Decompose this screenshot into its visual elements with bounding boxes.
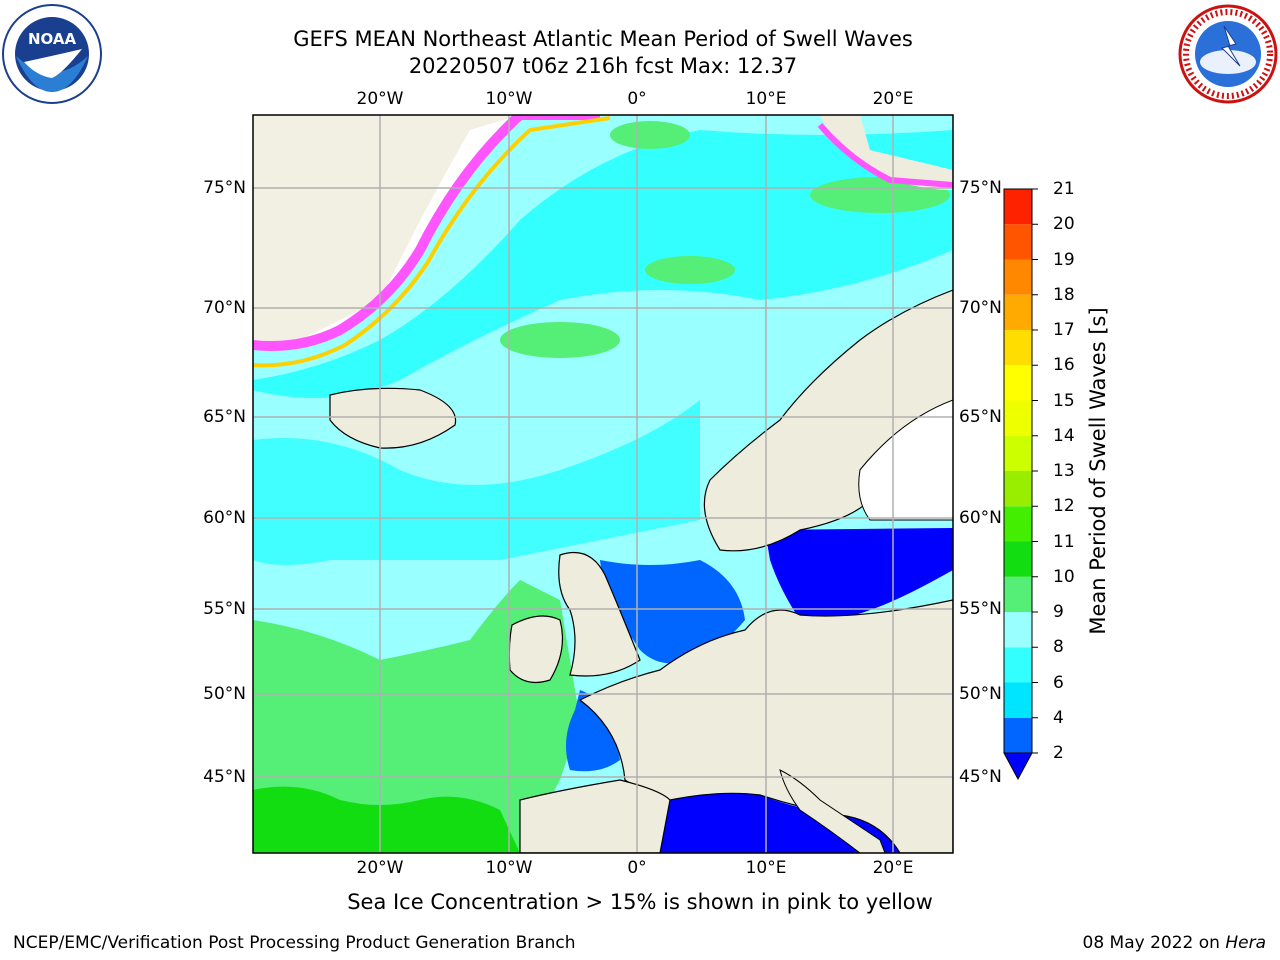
colorbar-tick-label: 9 (1053, 602, 1064, 622)
noaa-logo: NOAA (2, 4, 102, 108)
colorbar-segment (1004, 717, 1032, 753)
colorbar-segment (1004, 506, 1032, 542)
swell-region-blue-baltic (765, 528, 953, 622)
lat-label-right: 70°N (959, 298, 1002, 318)
lat-label-right: 45°N (959, 767, 1002, 787)
lat-label-left: 60°N (203, 508, 246, 528)
colorbar-segment (1004, 189, 1032, 225)
lat-label-left: 45°N (203, 767, 246, 787)
colorbar-tick-label: 16 (1053, 355, 1075, 376)
colorbar-label: Mean Period of Swell Waves [s] (1086, 307, 1110, 635)
lat-label-left: 55°N (203, 599, 246, 619)
colorbar-tick-label: 12 (1053, 496, 1075, 517)
colorbar-segment (1004, 435, 1032, 471)
colorbar-segment (1004, 647, 1032, 683)
land-iceland (329, 387, 457, 449)
colorbar-segment (1004, 224, 1032, 260)
lat-label-left: 70°N (203, 298, 246, 318)
lat-label-right: 60°N (959, 508, 1002, 528)
lon-label-bottom: 0° (627, 858, 647, 878)
colorbar-tick-label: 17 (1053, 320, 1075, 340)
swell-patch-green (645, 256, 735, 284)
colorbar-segment (1004, 400, 1032, 436)
swell-region-cyan-mid (253, 400, 700, 565)
colorbar-segment (1004, 612, 1032, 648)
lon-label-top: 20°W (356, 89, 404, 109)
land-italy (779, 769, 886, 853)
colorbar-segment (1004, 294, 1032, 330)
colorbar-tick-label: 13 (1053, 461, 1075, 481)
lon-label-top: 10°E (745, 89, 787, 109)
noaa-logo-text: NOAA (28, 30, 77, 48)
colorbar-tick-label: 2 (1053, 743, 1064, 763)
colorbar-tick-label: 21 (1053, 179, 1075, 199)
map-frame (252, 114, 954, 854)
colorbar-segment (1004, 576, 1032, 612)
colorbar-tick-label: 14 (1053, 425, 1075, 446)
graticule (253, 115, 953, 853)
lon-label-bottom: 20°E (872, 858, 914, 878)
swell-region-green-dark (253, 786, 520, 853)
lon-label-bottom: 10°W (485, 858, 533, 878)
swell-region-blue-biscay (566, 690, 620, 772)
lat-label-right: 55°N (959, 599, 1002, 619)
nws-logo (1178, 4, 1278, 108)
colorbar-tick-label: 8 (1053, 637, 1064, 658)
footer-date: 08 May 2022 on Hera (1083, 933, 1267, 953)
colorbar-tick-label: 18 (1053, 284, 1075, 305)
colorbar-tick-label: 20 (1053, 214, 1075, 235)
colorbar-segment (1004, 330, 1032, 366)
swell-region-cyan-north (253, 130, 953, 398)
swell-region-green-southwest (253, 580, 580, 853)
colorbar-segment (1004, 471, 1032, 507)
land-great-britain (558, 551, 641, 677)
colorbar-segment (1004, 365, 1032, 401)
chart-subtitle: 20220507 t06z 216h fcst Max: 12.37 (408, 54, 798, 78)
lat-label-left: 65°N (203, 407, 246, 427)
sea-ice-caption: Sea Ice Concentration > 15% is shown in … (347, 890, 933, 914)
swell-patch-green (810, 177, 950, 213)
land-svalbard (820, 115, 953, 190)
lat-label-left: 50°N (203, 684, 246, 704)
land-ireland (508, 615, 564, 683)
lat-label-right: 65°N (959, 407, 1002, 427)
colorbar-extend-arrow (1003, 752, 1033, 781)
colorbar-segment (1004, 682, 1032, 718)
colorbar-segment (1004, 541, 1032, 577)
footer-date-text: 08 May 2022 on (1082, 933, 1226, 953)
land-iberia (519, 779, 671, 853)
lat-label-left: 75°N (203, 178, 246, 198)
footer-host: Hera (1225, 933, 1266, 953)
colorbar-tick-label: 15 (1053, 390, 1075, 411)
colorbar-segment (1004, 259, 1032, 295)
colorbar (1003, 188, 1038, 781)
colorbar-tick-label: 6 (1053, 672, 1064, 693)
lat-label-right: 75°N (959, 178, 1002, 198)
lon-label-top: 0° (627, 89, 647, 109)
lon-label-top: 20°E (872, 89, 914, 109)
colorbar-tick-label: 4 (1053, 707, 1064, 728)
footer-credit: NCEP/EMC/Verification Post Processing Pr… (13, 933, 576, 953)
swell-patch-green (610, 121, 690, 149)
swell-patch-green (500, 322, 620, 358)
chart-title: GEFS MEAN Northeast Atlantic Mean Period… (293, 27, 913, 51)
colorbar-tick-label: 19 (1053, 249, 1075, 270)
lon-label-bottom: 20°W (356, 858, 404, 878)
colorbar-tick-label: 11 (1053, 531, 1075, 552)
lon-label-top: 10°W (485, 89, 533, 109)
lon-label-bottom: 10°E (745, 858, 787, 878)
lat-label-right: 50°N (959, 684, 1002, 704)
colorbar-tick-label: 10 (1053, 566, 1075, 587)
